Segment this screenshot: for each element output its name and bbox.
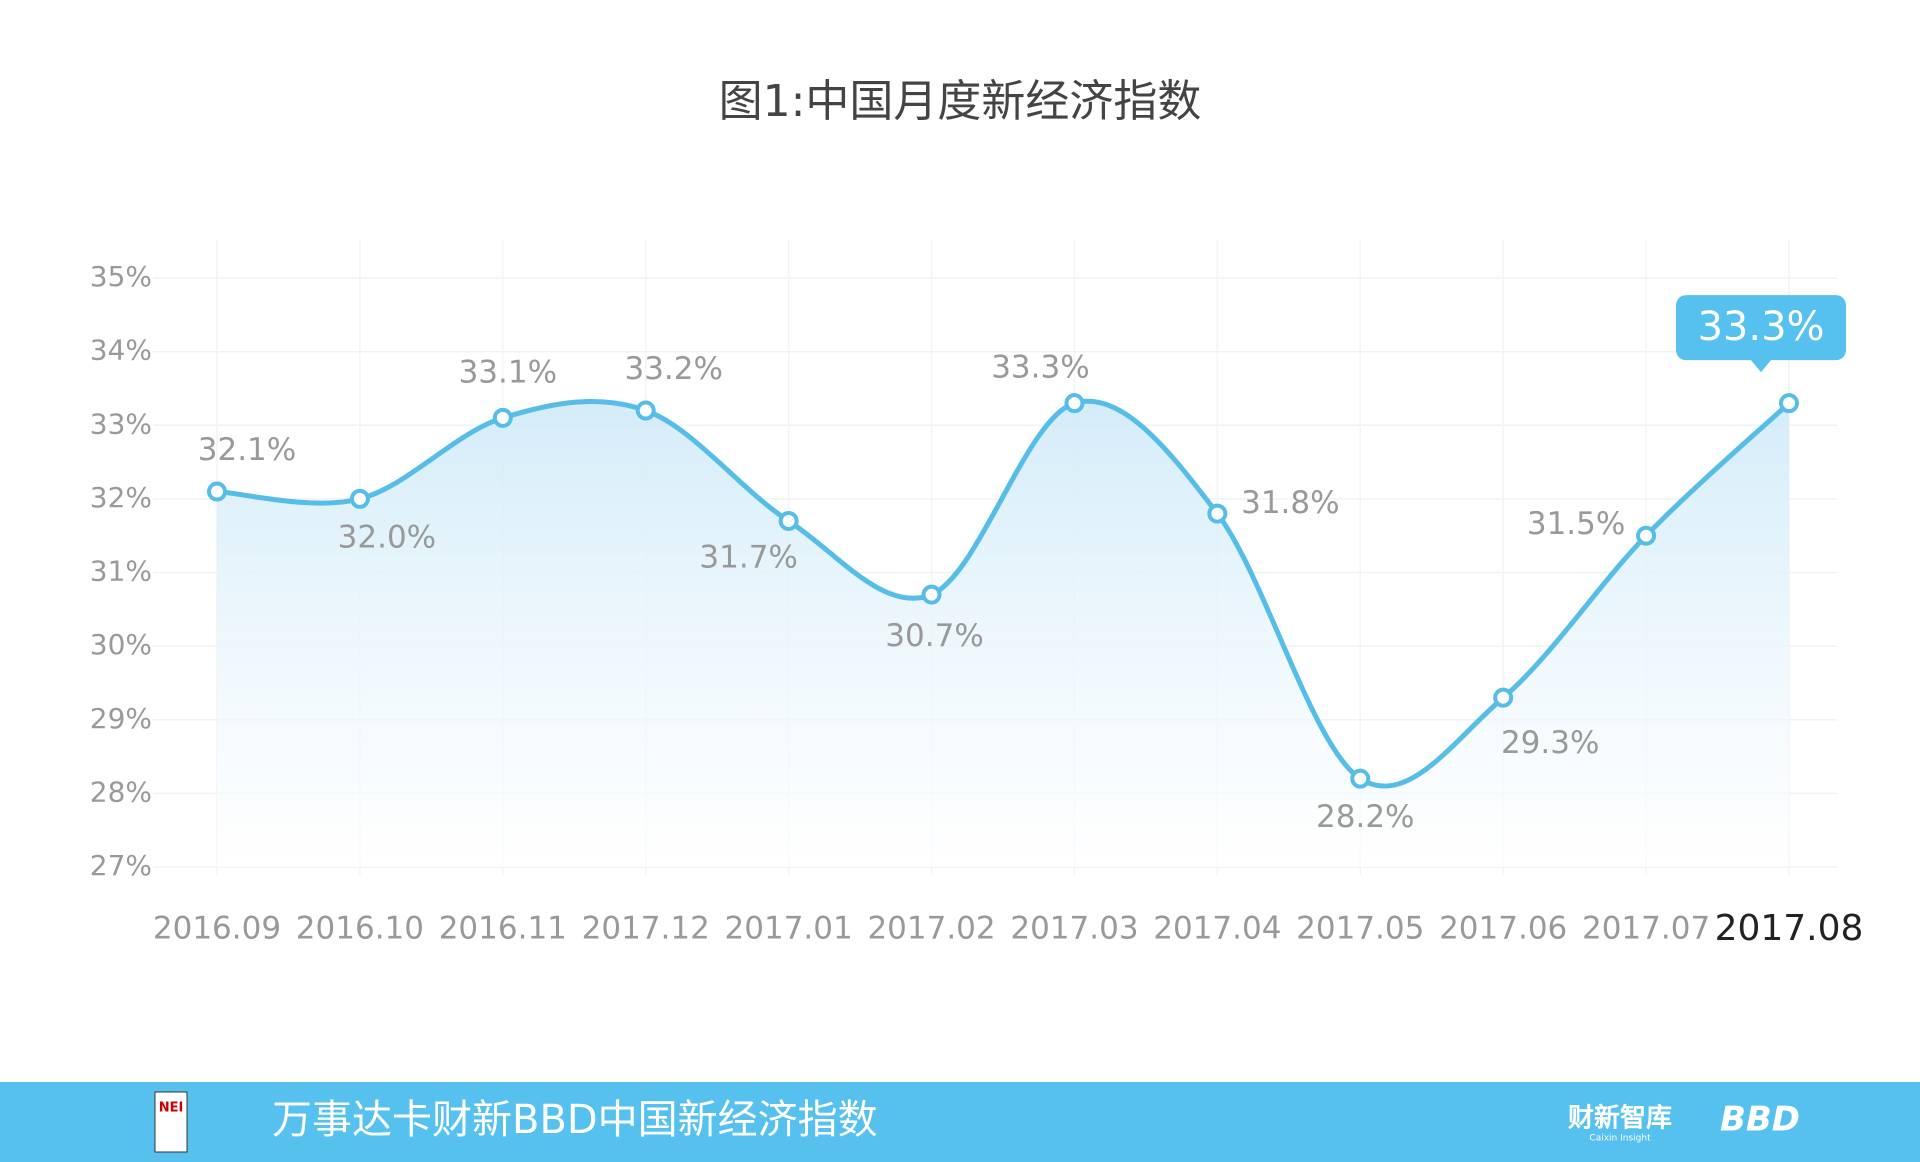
y-tick-label: 31% <box>90 555 152 588</box>
point <box>921 584 942 605</box>
value-label: 31.8% <box>1241 485 1339 521</box>
value-label: 32.1% <box>198 432 296 468</box>
y-tick-label: 27% <box>90 849 152 882</box>
point <box>635 400 656 421</box>
point <box>1350 768 1371 789</box>
x-tick-label: 2017.06 <box>1439 911 1567 947</box>
callout <box>1676 295 1846 373</box>
y-tick-label: 30% <box>90 628 152 661</box>
y-tick-label: 28% <box>90 775 152 808</box>
logo-nei: NEI <box>159 1101 184 1116</box>
point <box>1636 525 1657 546</box>
point <box>349 488 370 509</box>
x-tick-label: 2017.12 <box>582 911 710 947</box>
area <box>217 401 1789 867</box>
logo-caixin: 财新智库 <box>1568 1103 1672 1134</box>
point <box>778 510 799 531</box>
value-label: 28.2% <box>1316 799 1414 835</box>
x-tick-label: 2017.05 <box>1296 911 1424 947</box>
value-label: 33.3% <box>991 350 1089 386</box>
y-tick-label: 33% <box>90 407 152 440</box>
value-label: 29.3% <box>1501 725 1599 761</box>
value-label: 31.5% <box>1527 506 1625 542</box>
x-tick-label: 2016.09 <box>153 911 281 947</box>
point <box>1207 503 1228 524</box>
x-tick-label: 2017.03 <box>1010 911 1138 947</box>
point <box>1493 687 1514 708</box>
y-tick-label: 29% <box>90 702 152 735</box>
y-tick-label: 35% <box>90 260 152 293</box>
x-tick-label: 2017.01 <box>725 911 853 947</box>
point <box>1064 393 1085 414</box>
x-tick-label: 2016.10 <box>296 911 424 947</box>
footer-band <box>0 1082 1920 1162</box>
x-tick-label: 2017.07 <box>1582 911 1710 947</box>
value-label: 33.2% <box>624 351 722 387</box>
chart-title: 图1:中国月度新经济指数 <box>719 76 1202 127</box>
logo-caixin-en: Caixin Insight <box>1589 1134 1651 1144</box>
logo-bbd: BBD <box>1720 1100 1800 1140</box>
value-label: 33.1% <box>459 354 557 390</box>
callout-label: 33.3% <box>1697 304 1824 350</box>
footer-title: 万事达卡财新BBD中国新经济指数 <box>272 1097 878 1143</box>
x-tick-label: 2017.04 <box>1153 911 1281 947</box>
value-label: 31.7% <box>699 539 797 575</box>
x-tick-label: 2017.08 <box>1715 908 1864 949</box>
y-tick-label: 32% <box>90 481 152 514</box>
value-label: 32.0% <box>338 519 436 555</box>
x-tick-label: 2016.11 <box>439 911 567 947</box>
y-tick-label: 34% <box>90 334 152 367</box>
point <box>1779 393 1799 414</box>
value-label: 30.7% <box>885 618 983 654</box>
x-tick-label: 2017.02 <box>867 911 995 947</box>
point <box>492 407 513 428</box>
point <box>207 481 227 502</box>
footer-logo <box>154 1091 188 1153</box>
